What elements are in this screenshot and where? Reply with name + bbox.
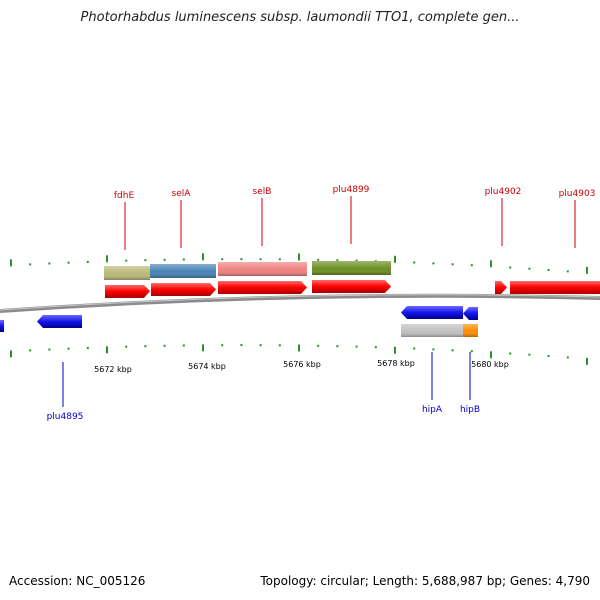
- gene-label-plu4903[interactable]: plu4903: [559, 189, 596, 248]
- svg-text:plu4899: plu4899: [333, 185, 370, 195]
- gene-label-plu4899[interactable]: plu4899: [333, 185, 370, 244]
- gene-label-hipA[interactable]: hipA: [422, 352, 443, 415]
- gene-label-selA[interactable]: selA: [172, 189, 192, 248]
- gene-label-selB[interactable]: selB: [253, 187, 272, 246]
- cds-arrow-fdhE[interactable]: [105, 285, 150, 298]
- cds-arrow-partial-left[interactable]: [0, 320, 4, 332]
- cds-arrow-plu4902[interactable]: [495, 281, 507, 294]
- gene-bar-selB[interactable]: [218, 262, 307, 276]
- cds-arrow-hipB[interactable]: [463, 307, 478, 320]
- map-title: Photorhabdus luminescens subsp. laumondi…: [80, 10, 520, 25]
- gene-bar-plu4899[interactable]: [312, 261, 391, 275]
- gene-label-plu4895[interactable]: plu4895: [47, 362, 84, 422]
- cds-arrow-hipA[interactable]: [401, 306, 463, 319]
- reverse-tick-marks: [10, 344, 588, 365]
- gene-bar-hipB[interactable]: [463, 324, 478, 337]
- accession-text: Accession: NC_005126: [9, 574, 146, 588]
- scale-label-5676: 5676 kbp: [283, 360, 321, 369]
- genome-summary-text: Topology: circular; Length: 5,688,987 bp…: [260, 574, 590, 588]
- svg-text:fdhE: fdhE: [114, 191, 135, 201]
- gene-label-fdhE[interactable]: fdhE: [114, 191, 135, 250]
- cds-arrow-plu4895[interactable]: [37, 315, 82, 328]
- gene-label-plu4902[interactable]: plu4902: [485, 187, 522, 246]
- scale-label-5678: 5678 kbp: [377, 359, 415, 368]
- svg-text:selB: selB: [253, 187, 272, 197]
- svg-text:selA: selA: [172, 189, 192, 199]
- cds-arrow-selB[interactable]: [218, 281, 307, 294]
- scale-label-5672: 5672 kbp: [94, 365, 132, 374]
- forward-tick-marks: [10, 253, 588, 274]
- svg-text:hipA: hipA: [422, 405, 443, 415]
- gene-bar-hipA[interactable]: [401, 324, 463, 337]
- genome-backbone: [0, 293, 600, 313]
- scale-label-5674: 5674 kbp: [188, 362, 226, 371]
- gene-label-hipB[interactable]: hipB: [460, 352, 480, 415]
- svg-text:plu4895: plu4895: [47, 412, 84, 422]
- gene-bar-selA[interactable]: [150, 264, 216, 278]
- scale-label-5680: 5680 kbp: [471, 360, 509, 369]
- gene-bar-fdhE[interactable]: [104, 266, 150, 280]
- svg-text:plu4902: plu4902: [485, 187, 522, 197]
- svg-text:plu4903: plu4903: [559, 189, 596, 199]
- svg-text:hipB: hipB: [460, 405, 480, 415]
- cds-arrow-plu4899[interactable]: [312, 280, 391, 293]
- cds-arrow-plu4903[interactable]: [510, 281, 600, 294]
- cds-arrow-selA[interactable]: [151, 283, 216, 296]
